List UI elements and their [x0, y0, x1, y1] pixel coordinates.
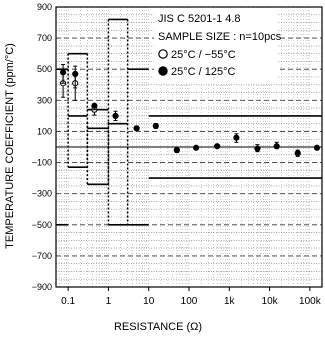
x-tick-label: 10k [262, 296, 279, 307]
data-point-filled [173, 147, 180, 154]
data-point-filled [254, 145, 261, 152]
data-point-filled [59, 69, 67, 76]
y-tick-label: 100 [37, 126, 52, 136]
data-point-filled [152, 122, 159, 130]
data-point-filled [233, 134, 240, 141]
data-point-filled [313, 144, 321, 151]
y-tick-label: 300 [37, 95, 52, 105]
y-tick-label: −100 [32, 158, 52, 168]
x-tick-label: 10 [143, 296, 155, 307]
y-axis-title: TEMPERATURE COEFFICIENT (ppm/°C) [4, 43, 16, 249]
y-tick-label: −900 [32, 282, 52, 292]
y-tick-label: −500 [32, 220, 52, 230]
legend-entry-1: 25°C / −55°C [171, 49, 236, 61]
x-tick-label: 100 [181, 296, 198, 307]
x-axis-title: RESISTANCE (Ω) [114, 321, 202, 333]
data-point-filled [133, 125, 140, 132]
data-point-filled [294, 150, 301, 157]
legend-filled-circle-icon [158, 66, 168, 76]
x-tick-label: 0.1 [61, 296, 75, 307]
y-tick-label: −700 [32, 251, 52, 261]
y-tick-label: 900 [37, 2, 52, 12]
x-tick-label: 100k [299, 296, 322, 307]
legend-title-line-1: JIS C 5201-1 4.8 [158, 13, 241, 25]
legend: JIS C 5201-1 4.8 SAMPLE SIZE : n=10pcs 2… [154, 8, 282, 84]
data-point-filled [112, 112, 119, 119]
data-point-filled [72, 70, 79, 77]
legend-title-line-2: SAMPLE SIZE : n=10pcs [158, 31, 282, 43]
spec-limit-layer [56, 18, 322, 226]
y-tick-label: 500 [37, 64, 52, 74]
data-point-filled [214, 143, 221, 150]
axis-layer: −900 −700 −500 −300 −100 100 300 500 700 900 0.1 1 1… [32, 2, 323, 307]
data-point-filled [273, 143, 280, 150]
x-tick-label: 1 [106, 296, 112, 307]
x-tick-label: 1k [224, 296, 236, 307]
legend-open-circle-icon [158, 49, 168, 59]
data-point-filled [91, 102, 98, 109]
legend-entry-2: 25°C / 125°C [171, 66, 235, 78]
legend-background [154, 8, 278, 84]
y-tick-label: −300 [32, 189, 52, 199]
data-layer [59, 64, 321, 157]
data-point-filled [192, 144, 200, 151]
y-tick-label: 700 [37, 33, 52, 43]
